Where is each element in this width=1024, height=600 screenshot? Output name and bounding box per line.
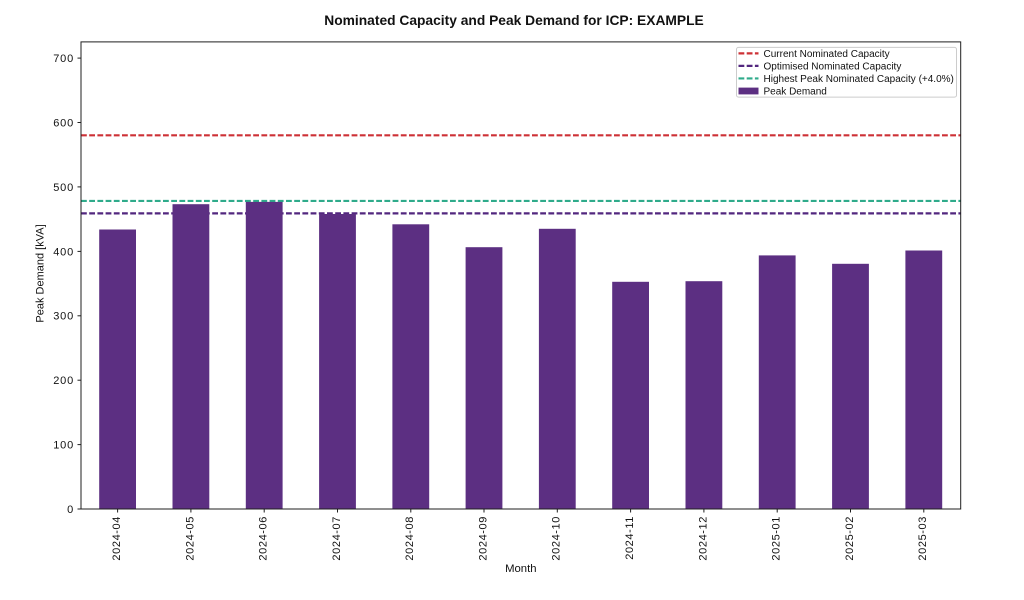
svg-text:500: 500: [53, 182, 74, 194]
svg-text:600: 600: [53, 117, 74, 129]
svg-text:400: 400: [53, 246, 74, 258]
svg-text:2025-01: 2025-01: [771, 516, 783, 561]
svg-text:2024-05: 2024-05: [184, 516, 196, 561]
svg-text:Highest Peak Nominated Capacit: Highest Peak Nominated Capacity (+4.0%): [764, 74, 954, 85]
svg-text:0: 0: [67, 504, 74, 516]
svg-text:200: 200: [53, 375, 74, 387]
svg-text:Peak Demand [kVA]: Peak Demand [kVA]: [35, 224, 47, 322]
svg-text:100: 100: [53, 440, 74, 452]
svg-text:2024-09: 2024-09: [477, 516, 489, 561]
svg-text:2024-10: 2024-10: [551, 516, 563, 561]
svg-text:2024-12: 2024-12: [697, 516, 709, 561]
svg-text:Nominated Capacity and Peak De: Nominated Capacity and Peak Demand for I…: [324, 13, 704, 28]
svg-text:2024-04: 2024-04: [111, 516, 123, 561]
svg-text:Peak Demand: Peak Demand: [764, 87, 827, 98]
svg-text:2024-11: 2024-11: [624, 516, 636, 560]
svg-text:2024-06: 2024-06: [258, 516, 270, 561]
svg-text:2024-08: 2024-08: [404, 516, 416, 561]
svg-text:Current Nominated Capacity: Current Nominated Capacity: [764, 49, 890, 60]
svg-text:2024-07: 2024-07: [331, 516, 343, 561]
svg-text:Month: Month: [505, 563, 536, 575]
svg-text:2025-02: 2025-02: [844, 516, 856, 561]
svg-text:Optimised Nominated Capacity: Optimised Nominated Capacity: [764, 62, 902, 73]
svg-text:300: 300: [53, 311, 74, 323]
svg-text:2025-03: 2025-03: [917, 516, 929, 561]
svg-text:700: 700: [53, 53, 74, 65]
